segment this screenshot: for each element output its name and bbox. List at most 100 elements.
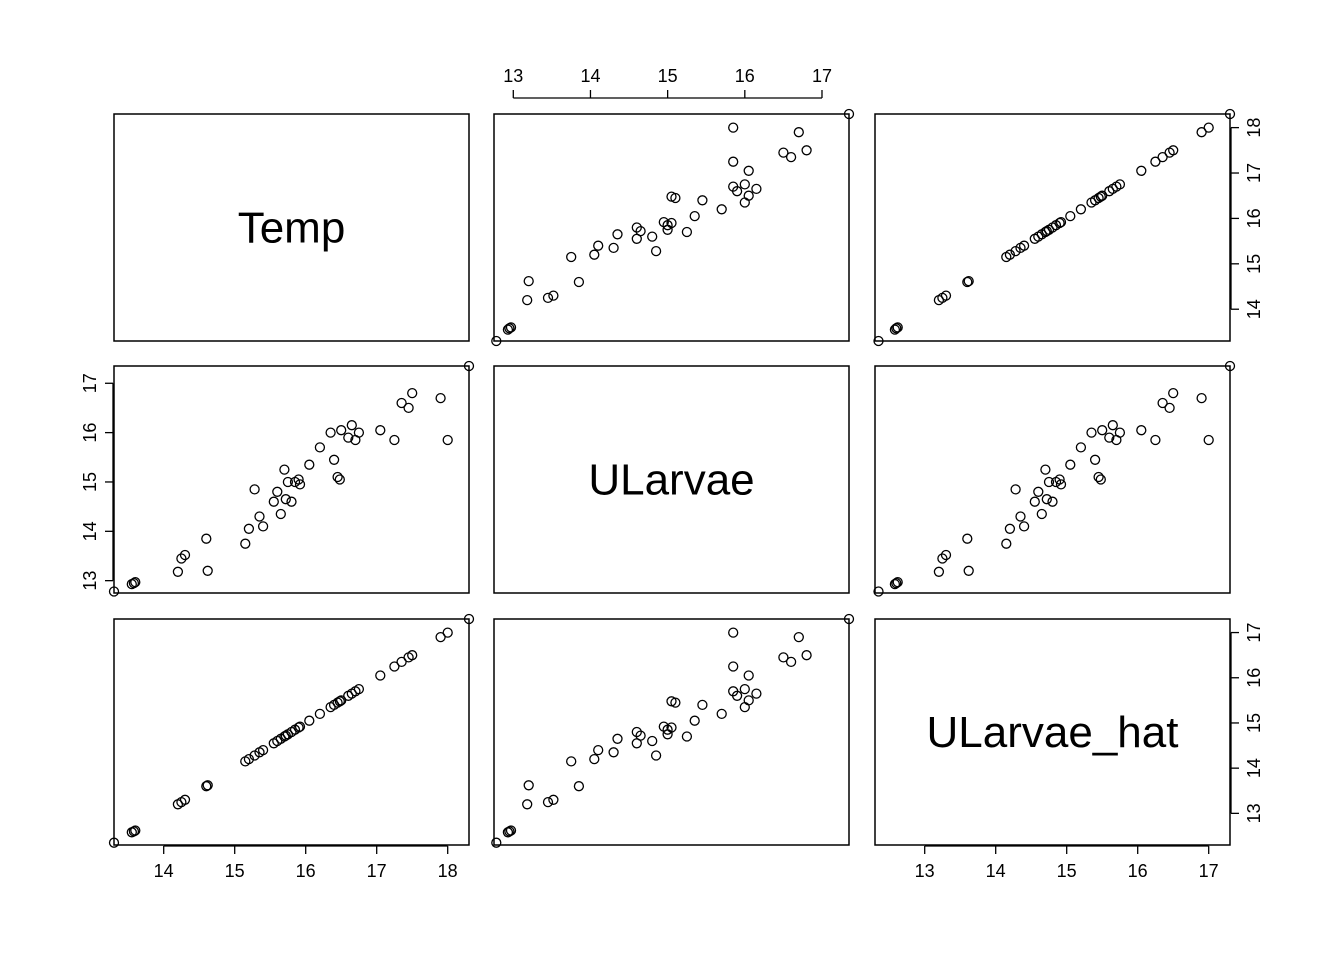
point-r2-c1 [130,576,141,588]
point-r1-c2 [801,145,812,156]
point-r1-c2 [728,156,739,167]
point-r3-c1 [108,837,120,848]
point-r3-c1 [336,695,347,706]
point-r1-c3 [1075,204,1087,215]
panel-frame-r1-c3 [874,113,1231,342]
point-r2-c3 [1033,486,1044,497]
point-r1-c3 [1095,191,1106,202]
point-r2-c1 [375,425,386,436]
point-r1-c2 [593,240,604,251]
point-r1-c2 [542,292,554,304]
point-r2-c3 [1015,511,1026,522]
left-axis-ularvae-tick-label: 14 [80,521,100,541]
point-r1-c3 [873,335,884,347]
top-axis-ularvae-tick-label: 16 [735,66,755,86]
point-r1-c2 [716,204,727,215]
point-r2-c1 [179,549,191,561]
right-axis-ularvae-hat-tick-label: 17 [1244,623,1264,643]
point-r1-c2 [728,122,739,133]
point-r3-c2 [566,756,577,767]
point-r2-c1 [396,397,407,409]
point-r3-c1 [375,670,386,681]
point-r2-c3 [1075,442,1087,453]
point-r3-c1 [353,683,365,695]
point-r2-c1 [286,496,297,507]
point-r3-c2 [801,650,812,661]
point-r2-c3 [962,533,973,544]
panel-frame-r3-c2 [493,618,850,846]
point-r2-c3 [1224,360,1236,372]
point-r2-c1 [343,432,354,443]
right-axis-temp-tick-label: 17 [1244,163,1264,183]
point-r2-c3 [1095,474,1106,485]
point-r2-c3 [1150,434,1161,446]
point-r2-c3 [1203,434,1214,446]
point-r1-c3 [1168,145,1179,156]
point-r2-c1 [268,496,279,507]
point-r3-c1 [202,780,213,791]
point-r2-c3 [1018,521,1030,532]
point-r2-c1 [202,565,213,576]
point-r2-c3 [1040,464,1051,475]
point-r2-c3 [937,553,948,564]
point-r2-c1 [332,471,343,483]
point-r2-c3 [1107,420,1118,431]
panel-frame-r2-c1 [113,365,470,594]
point-r3-c2 [785,656,797,668]
point-r3-c1 [243,753,255,765]
bottom-axis-ularvae-hat-tick-label: 13 [915,861,935,881]
point-r3-c1 [435,631,446,643]
point-r1-c2 [739,179,750,190]
point-r2-c3 [1010,484,1021,495]
point-r2-c1 [336,425,347,436]
point-r1-c3 [962,276,973,288]
point-r3-c2 [593,744,604,756]
point-r1-c3 [1150,156,1161,167]
point-r1-c2 [666,217,677,229]
point-r3-c1 [389,661,400,672]
point-r2-c1 [272,486,283,497]
point-r2-c1 [294,479,306,490]
right-axis-ularvae-hat-tick-label: 16 [1244,668,1264,688]
point-r3-c2 [548,794,559,805]
point-r2-c3 [1029,496,1040,507]
point-r1-c2 [743,165,754,176]
point-r3-c2 [573,781,585,792]
point-r2-c1 [280,494,291,505]
point-r3-c2 [697,699,708,711]
panel-frame-r2-c3 [874,365,1231,594]
point-r3-c1 [304,715,315,726]
point-r3-c2 [681,731,693,742]
point-r2-c3 [889,578,901,590]
point-r3-c2 [778,652,789,663]
point-r2-c1 [442,434,453,446]
point-r1-c2 [523,275,534,287]
bottom-axis-temp-tick-label: 15 [225,861,245,881]
point-r3-c1 [314,708,326,720]
point-r2-c1 [172,566,184,577]
point-r1-c2 [548,290,559,301]
point-r2-c3 [1097,425,1108,436]
bottom-axis-temp-tick-label: 18 [438,861,458,881]
right-axis-temp-tick-label: 15 [1244,254,1264,274]
point-r1-c2 [505,322,517,333]
right-axis-ularvae-hat-tick-label: 14 [1244,758,1264,778]
point-r2-c1 [275,508,286,520]
bottom-axis-ularvae-hat-tick-label: 14 [986,861,1006,881]
point-r1-c3 [1041,225,1052,237]
point-r2-c3 [1168,387,1179,399]
point-r3-c2 [751,688,762,699]
point-r1-c2 [491,335,502,347]
point-r2-c3 [1065,459,1076,470]
point-r3-c2 [739,683,750,695]
point-r2-c3 [1047,496,1058,507]
point-r1-c2 [689,210,700,222]
point-r3-c2 [689,715,700,726]
point-r2-c3 [1004,523,1016,534]
bottom-axis-temp-tick-label: 17 [367,861,387,881]
point-r2-c1 [176,553,187,564]
right-axis-temp-tick-label: 14 [1244,299,1264,319]
point-r2-c3 [1036,508,1047,520]
point-r1-c3 [1114,179,1126,190]
